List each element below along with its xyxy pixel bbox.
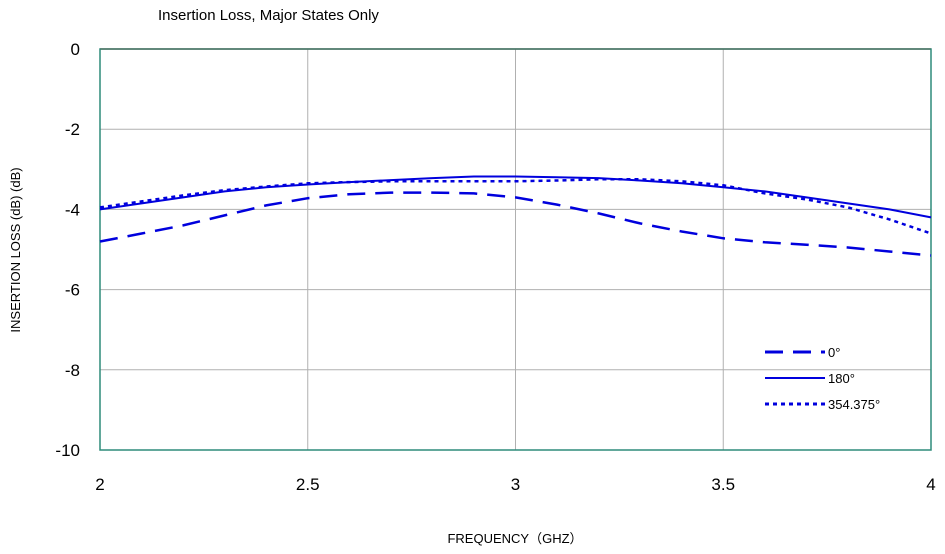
chart-title: Insertion Loss, Major States Only: [158, 7, 379, 24]
x-axis-label: FREQUENCY（GHZ）: [447, 531, 582, 546]
plot-frame: [99, 48, 932, 451]
legend-label: 354.375°: [828, 397, 880, 412]
y-axis-label: INSERTION LOSS (dB) (dB): [8, 167, 23, 332]
x-tick-label: 2: [95, 475, 104, 494]
legend-label: 180°: [828, 371, 855, 386]
y-tick-label: -4: [65, 200, 80, 219]
y-tick-label: 0: [71, 40, 80, 59]
x-tick-label: 2.5: [296, 475, 320, 494]
series-line: [99, 178, 932, 235]
x-tick-label: 3.5: [711, 475, 735, 494]
legend: 0° 180° 354.375°: [765, 345, 880, 412]
series-line: [99, 191, 932, 257]
series-layer: [99, 175, 932, 257]
tick-labels: 2 2.5 3 3.5 4 0 -2 -4 -6 -8 -10: [55, 40, 935, 494]
x-tick-label: 3: [511, 475, 520, 494]
y-tick-label: -2: [65, 120, 80, 139]
y-tick-label: -6: [65, 281, 80, 300]
y-tick-label: -8: [65, 361, 80, 380]
x-tick-label: 4: [926, 475, 935, 494]
legend-label: 0°: [828, 345, 840, 360]
y-tick-label: -10: [55, 441, 80, 460]
grid: [100, 48, 931, 450]
